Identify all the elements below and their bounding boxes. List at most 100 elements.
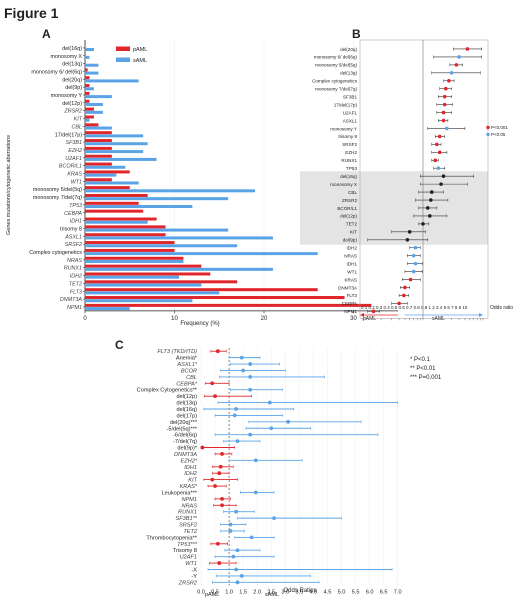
panel-b-row-label: CEBPA [342,301,358,306]
bar-paml-del-20q [85,76,90,80]
panel-b-arrowhead-paml [360,313,364,317]
point-del-20q [465,47,470,51]
point-ezh2 [437,150,442,155]
panel-a-x-axis-label: Frequency (%) [180,321,219,327]
panel-c-row-label: Leukopenia*** [162,490,198,496]
panel-a-category-label: SRSF2 [65,242,82,248]
panel-b-row-label: CBL [348,190,357,195]
panel-b-legend-red-dot [486,125,490,130]
point-cbl [429,190,434,194]
point-monosomy-6-del-6q [457,55,461,59]
panel-a-category-label: NPM1 [67,305,82,311]
panel-c-x-tick-label: 1.5 [239,590,247,596]
panel-a-category-label: del(16q) [62,46,82,52]
panel-b-row-label: trisomy 8 [338,134,357,139]
bar-paml-asxl1 [85,233,166,237]
panel-c-row-label: CBL [186,375,197,381]
point-c-idh1 [218,464,223,469]
point-del-13q [449,71,454,75]
panel-c-row-label: -7/del(7q) [173,439,197,445]
bar-paml-tp53 [85,201,139,205]
panel-c-row-label: Thrombocytopenia** [146,535,198,541]
panel-a-x-tick-label: 30 [350,316,357,322]
panel-b-arrowhead-saml [479,313,483,317]
panel-b-row-label: monosomy 5/del(5q) [315,63,357,68]
panel-b-row-label: monosomy Y [330,126,357,131]
panel-a-category-label: NRAS [67,258,82,264]
panel-a-category-label: CBL [72,124,83,130]
panel-c-row-label: BCOR [181,368,197,374]
panel-c-x-tick-label: 0.5 [211,590,219,596]
panel-a-legend-paml-label: pAML [133,47,147,53]
bar-saml-trisomy-8 [85,228,229,232]
bar-paml-kit [85,115,94,119]
panel-c-row-label: DNMT3A [174,452,197,458]
panel-c-row-label: TET2 [183,529,198,535]
panel-a-category-label: monosomy Y [51,93,83,99]
bar-saml-idh2 [85,275,179,279]
point-c-thrombocytopenia [249,535,254,540]
panel-a-legend-paml-swatch [116,46,130,51]
bar-paml-monosomy-y [85,91,90,95]
panel-a-category-label: RUNX1 [64,266,82,272]
panel-c-forest-plot: Odds Ratios pAML sAML * P<0.1 ** P<0.01 … [137,348,442,598]
panel-b-shaded-band [300,171,488,245]
panel-a-category-label: CEBPA [64,211,82,217]
bar-saml-monosomy-x [85,55,90,59]
point-idh2 [413,245,418,250]
panel-c-x-axis-label: Odds Ratios [283,588,316,594]
bar-saml-u2af1 [85,157,157,161]
bar-saml-del-12p [85,102,103,106]
panel-a-category-label: IDH2 [70,274,82,280]
panel-a-category-label: DNMT3A [60,297,83,303]
panel-b-row-label: del(20q) [340,47,357,52]
bar-paml-monosomy-7-del-7q [85,193,148,197]
point-c-cebpa [210,381,215,386]
point-del-16q [441,174,446,178]
point-c-tp53 [215,541,220,546]
point-srsf2 [435,142,439,147]
bar-saml-del-20q [85,79,139,83]
panel-b-row-label: U2AF1 [343,110,358,115]
panel-c-direction-saml: sAML [265,592,279,598]
point-c-wt1 [217,561,222,565]
panel-c-sig-legend-2: ** P<0.01 [410,366,436,372]
bar-paml-monosomy-6-del-6q [85,68,88,72]
point-monosomy-x [439,182,443,186]
bar-paml-trisomy-8 [85,225,166,229]
panel-a-category-label: SF3B1 [66,140,82,146]
panel-c-row-label: del(17p) [176,413,197,419]
bar-paml-idh2 [85,272,211,276]
panel-a-legend-saml-swatch [116,57,130,62]
panel-b-row-label: FLT3 [347,293,358,298]
panel-a-category-label: monosomy 6/ del(6q) [31,69,82,75]
bar-saml-bcor-l1 [85,165,126,169]
bar-paml-zrsr2 [85,107,94,111]
bar-saml-monosomy-5-del-5q [85,189,256,193]
point-trisomy-8 [437,134,442,139]
panel-label-b: B [352,27,361,41]
point-del-9p [405,237,410,242]
bar-saml-idh1 [85,220,148,224]
bar-saml-kras [85,173,117,177]
point-c-sf3b1 [272,516,276,521]
point-del-12p [428,214,432,218]
panel-c-x-tick-label: 3.0 [281,590,289,596]
panel-c-x-tick-label: 4.5 [324,590,332,596]
panel-b-row-label: SF3B1 [343,94,357,99]
panel-a-category-label: TET2 [69,281,82,287]
bar-saml-del-16q [85,48,94,52]
panel-c-row-label: KRAS* [180,484,198,490]
panel-b-direction-saml: sAML [432,316,445,322]
bar-saml-17-del-17p [85,134,144,138]
panel-b-row-label: TP53 [346,166,357,171]
point-c-trisomy-8 [235,548,240,553]
bar-paml-flt3 [85,288,318,292]
panel-a-category-label: U2AF1 [65,156,82,162]
panel-b-row-label: monosomy 7/del(7q) [315,87,357,92]
point-c-runx1 [234,509,239,514]
panel-c-row-label: NPM1 [181,497,197,503]
panel-c-row-label: Trisomy 8 [173,548,197,554]
panel-c-x-tick-label: 4.0 [310,590,318,596]
panel-c-direction-paml: pAML [205,592,219,598]
